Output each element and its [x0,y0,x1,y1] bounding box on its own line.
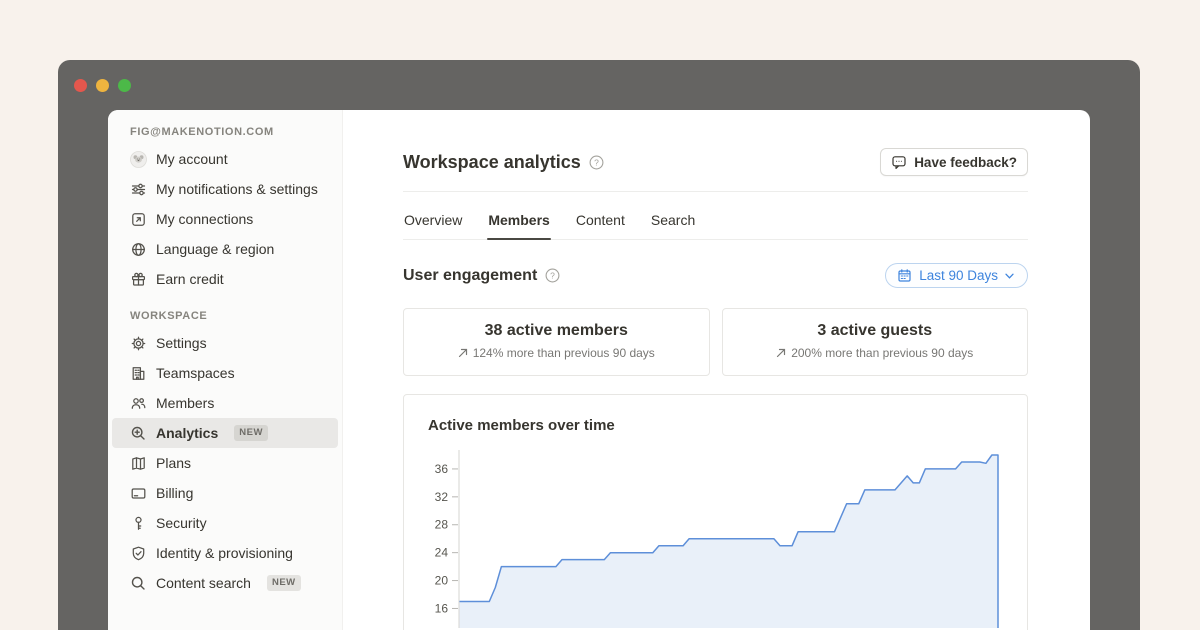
section-title: User engagement [403,267,537,285]
close-window-button[interactable] [74,79,87,92]
help-icon[interactable]: ? [545,268,560,283]
sidebar-item-earn-credit[interactable]: Earn credit [112,264,338,294]
sidebar-item-my-account[interactable]: My account [112,144,338,174]
gear-icon [130,335,147,352]
stat-value: 3 active guests [723,322,1028,340]
chat-bubble-icon [891,154,907,170]
svg-text:16: 16 [435,601,449,615]
sidebar-item-label: Plans [156,454,191,473]
tab-overview[interactable]: Overview [403,206,463,239]
sidebar-item-label: Content search [156,574,251,593]
sidebar-item-label: Members [156,394,214,413]
have-feedback-label: Have feedback? [914,155,1017,170]
sidebar-item-label: Security [156,514,207,533]
sidebar-item-label: Language & region [156,240,274,259]
tab-search[interactable]: Search [650,206,696,239]
building-icon [130,365,147,382]
area-chart-svg: 36 32 28 24 20 16 [428,448,1002,628]
sidebar-item-label: Identity & provisioning [156,544,293,563]
sidebar-item-members[interactable]: Members [112,388,338,418]
app-window: FIG@MAKENOTION.COM My accou [58,60,1140,630]
sliders-icon [130,181,147,198]
arrow-up-right-box-icon [130,211,147,228]
sidebar-item-my-connections[interactable]: My connections [112,204,338,234]
svg-text:28: 28 [435,518,449,532]
sidebar-item-settings[interactable]: Settings [112,328,338,358]
chart-title: Active members over time [428,417,1003,434]
stat-delta-text: 200% more than previous 90 days [791,346,973,360]
date-range-label: Last 90 Days [919,268,998,283]
new-badge: NEW [267,575,301,592]
calendar-icon [897,268,912,283]
trend-up-icon [458,348,468,358]
sidebar-item-billing[interactable]: Billing [112,478,338,508]
shield-check-icon [130,545,147,562]
active-members-chart-card: Active members over time 36 32 28 24 20 16 [403,394,1028,630]
sidebar-item-label: Analytics [156,424,218,443]
trend-up-icon [776,348,786,358]
header-divider [403,191,1028,192]
key-icon [130,515,147,532]
sidebar-item-security[interactable]: Security [112,508,338,538]
zoom-plus-icon [130,425,147,442]
account-section-label: FIG@MAKENOTION.COM [108,126,342,144]
settings-sidebar: FIG@MAKENOTION.COM My accou [108,110,343,630]
tab-content[interactable]: Content [575,206,626,239]
minimize-window-button[interactable] [96,79,109,92]
tab-members[interactable]: Members [487,206,550,239]
people-icon [130,395,147,412]
credit-card-icon [130,485,147,502]
sidebar-item-label: Settings [156,334,207,353]
stat-value: 38 active members [404,322,709,340]
sidebar-item-notifications-settings[interactable]: My notifications & settings [112,174,338,204]
sidebar-item-label: Teamspaces [156,364,235,383]
settings-panel: FIG@MAKENOTION.COM My accou [108,110,1090,630]
sidebar-item-label: My account [156,150,228,169]
svg-text:36: 36 [435,462,449,476]
gift-icon [130,271,147,288]
page-title: Workspace analytics [403,152,581,173]
sidebar-item-label: My notifications & settings [156,180,318,199]
sidebar-item-identity-provisioning[interactable]: Identity & provisioning [112,538,338,568]
chevron-down-icon [1005,273,1014,279]
workspace-section-label: WORKSPACE [108,310,342,328]
main-content: Workspace analytics ? Have feedback? [343,110,1090,630]
svg-text:?: ? [594,157,599,167]
members-over-time-chart: 36 32 28 24 20 16 [428,448,1003,630]
sidebar-item-teamspaces[interactable]: Teamspaces [112,358,338,388]
svg-text:32: 32 [435,490,449,504]
sidebar-item-content-search[interactable]: Content search NEW [112,568,338,598]
sidebar-item-label: Billing [156,484,193,503]
zoom-window-button[interactable] [118,79,131,92]
sidebar-item-plans[interactable]: Plans [112,448,338,478]
svg-text:?: ? [550,270,555,280]
active-guests-stat-card: 3 active guests 200% more than previous … [722,308,1029,376]
have-feedback-button[interactable]: Have feedback? [880,148,1028,176]
sidebar-item-label: Earn credit [156,270,224,289]
date-range-dropdown[interactable]: Last 90 Days [885,263,1028,288]
sidebar-item-language-region[interactable]: Language & region [112,234,338,264]
svg-text:20: 20 [435,574,449,588]
help-icon[interactable]: ? [589,155,604,170]
active-members-stat-card: 38 active members 124% more than previou… [403,308,710,376]
window-titlebar [58,60,1140,110]
sidebar-item-label: My connections [156,210,253,229]
avatar [130,151,147,168]
new-badge: NEW [234,425,268,442]
stat-delta-text: 124% more than previous 90 days [473,346,655,360]
globe-icon [130,241,147,258]
analytics-tabs: Overview Members Content Search [403,206,1028,240]
map-icon [130,455,147,472]
sidebar-item-analytics[interactable]: Analytics NEW [112,418,338,448]
svg-text:24: 24 [435,546,449,560]
search-icon [130,575,147,592]
